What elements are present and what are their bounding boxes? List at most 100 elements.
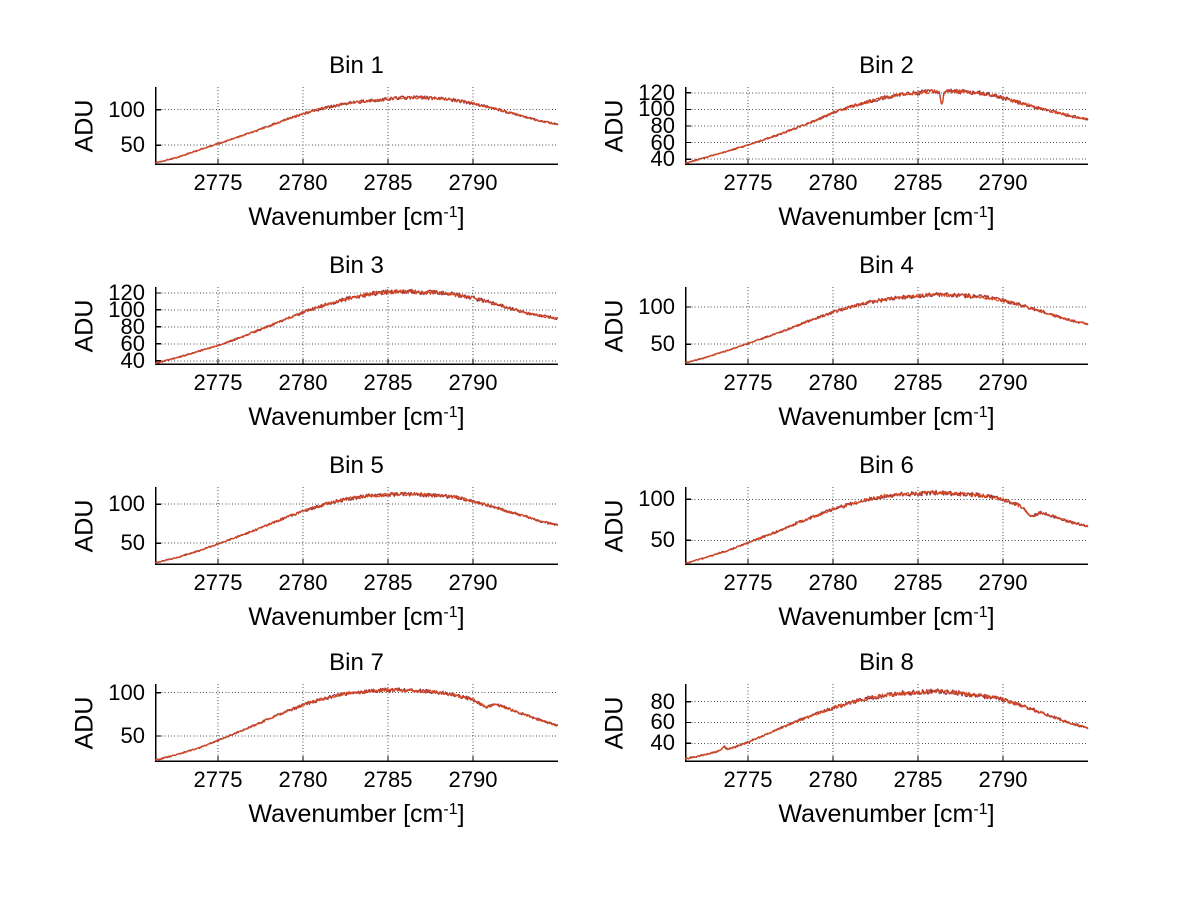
x-axis-label: Wavenumber [cm-1] (778, 403, 995, 431)
y-tick-label: 50 (120, 723, 145, 748)
plot-area (154, 287, 559, 365)
y-tick-label: 50 (650, 331, 675, 356)
spectrum-line-underlay (154, 95, 559, 164)
plot-area (684, 684, 1089, 762)
x-tick-label: 2775 (723, 170, 773, 195)
x-tick-label: 2775 (193, 570, 243, 595)
x-axis-label: Wavenumber [cm-1] (248, 800, 465, 828)
superscript-minus-one: -1 (443, 801, 458, 818)
y-tick-label: 100 (108, 97, 145, 122)
x-tick-label: 2780 (808, 170, 858, 195)
spectrum-line (154, 95, 559, 164)
x-axis-label: Wavenumber [cm-1] (248, 203, 465, 231)
spectrum-line (684, 490, 1089, 564)
x-axis-label: Wavenumber [cm-1] (778, 603, 995, 631)
spectrum-line (154, 288, 559, 365)
spectrum-line-underlay (684, 292, 1089, 364)
x-tick-label: 2790 (448, 767, 498, 792)
x-tick-label: 2790 (448, 370, 498, 395)
y-tick-label: 80 (120, 314, 145, 339)
plot-title: Bin 1 (329, 52, 384, 79)
x-tick-label: 2785 (893, 570, 943, 595)
superscript-minus-one: -1 (973, 204, 988, 221)
plot-area (684, 287, 1089, 365)
plot-title: Bin 4 (859, 252, 914, 279)
subplot-bin-4: Bin 4 ADU Wavenumber [cm-1] 2775 2780 2785… (601, 253, 1089, 431)
spectrum-line-underlay (154, 687, 559, 761)
y-tick-label: 100 (638, 294, 675, 319)
subplot-bin-5: Bin 5 ADU Wavenumber [cm-1] 2775 2780 2785… (71, 453, 559, 631)
y-tick-label: 40 (650, 146, 675, 171)
x-tick-label: 2775 (723, 767, 773, 792)
y-tick-label: 50 (120, 132, 145, 157)
spectrum-line (154, 491, 559, 564)
y-tick-label: 80 (650, 113, 675, 138)
x-tick-label: 2780 (278, 767, 328, 792)
superscript-minus-one: -1 (973, 404, 988, 421)
x-tick-label: 2790 (448, 170, 498, 195)
y-tick-label: 120 (638, 80, 675, 105)
plot-title: Bin 8 (859, 649, 914, 676)
y-tick-label: 80 (650, 689, 675, 714)
x-tick-label: 2775 (723, 370, 773, 395)
x-axis-label: Wavenumber [cm-1] (248, 603, 465, 631)
spectrum-line (684, 292, 1089, 364)
x-tick-label: 2790 (448, 570, 498, 595)
y-tick-label: 100 (108, 680, 145, 705)
spectrum-line-underlay (154, 491, 559, 564)
x-tick-label: 2775 (193, 170, 243, 195)
plot-area (154, 487, 559, 565)
superscript-minus-one: -1 (973, 801, 988, 818)
x-tick-label: 2790 (978, 767, 1028, 792)
x-tick-label: 2780 (808, 570, 858, 595)
plot-title: Bin 6 (859, 452, 914, 479)
y-tick-label: 100 (638, 486, 675, 511)
subplot-bin-1: Bin 1 ADU Wavenumber [cm-1] 2775 2780 2785… (71, 53, 559, 231)
x-tick-label: 2790 (978, 170, 1028, 195)
subplot-bin-3: Bin 3 ADU Wavenumber [cm-1] 2775 2780 2785… (71, 253, 559, 431)
y-tick-label: 120 (108, 280, 145, 305)
x-tick-label: 2785 (893, 170, 943, 195)
x-tick-label: 2790 (978, 570, 1028, 595)
subplot-bin-8: Bin 8 ADU Wavenumber [cm-1] 2775 2780 2785… (601, 650, 1089, 828)
superscript-minus-one: -1 (443, 404, 458, 421)
x-tick-label: 2785 (363, 370, 413, 395)
y-tick-label: 40 (120, 348, 145, 373)
spectrum-line (154, 687, 559, 761)
x-tick-label: 2785 (363, 570, 413, 595)
y-tick-label: 50 (650, 527, 675, 552)
x-tick-label: 2790 (978, 370, 1028, 395)
x-tick-label: 2780 (278, 370, 328, 395)
x-tick-label: 2775 (193, 370, 243, 395)
y-tick-label: 100 (638, 96, 675, 121)
x-tick-label: 2780 (278, 170, 328, 195)
x-tick-label: 2775 (193, 767, 243, 792)
spectrum-line (684, 88, 1089, 165)
spectrum-line-underlay (685, 489, 1089, 564)
subplot-bin-7: Bin 7 ADU Wavenumber [cm-1] 2775 2780 2785… (71, 650, 559, 828)
x-tick-label: 2785 (893, 767, 943, 792)
y-tick-label: 100 (108, 491, 145, 516)
x-axis-label: Wavenumber [cm-1] (778, 800, 995, 828)
plot-area (684, 87, 1089, 165)
x-tick-label: 2775 (723, 570, 773, 595)
spectrum-line-underlay (684, 688, 1089, 760)
x-tick-label: 2780 (278, 570, 328, 595)
superscript-minus-one: -1 (443, 604, 458, 621)
x-tick-label: 2780 (808, 767, 858, 792)
plot-title: Bin 7 (329, 649, 384, 676)
subplot-bin-6: Bin 6 ADU Wavenumber [cm-1] 2775 2780 2785… (601, 453, 1089, 631)
y-tick-label: 60 (650, 709, 675, 734)
plot-area (154, 87, 559, 165)
x-tick-label: 2785 (363, 170, 413, 195)
spectrum-line-underlay (154, 288, 558, 364)
spectrum-line (684, 688, 1089, 760)
x-axis-label: Wavenumber [cm-1] (778, 203, 995, 231)
y-tick-label: 100 (108, 297, 145, 322)
y-tick-label: 50 (120, 530, 145, 555)
y-tick-label: 60 (120, 331, 145, 356)
plot-title: Bin 3 (329, 252, 384, 279)
y-tick-label: 60 (650, 130, 675, 155)
plot-area (154, 684, 559, 762)
